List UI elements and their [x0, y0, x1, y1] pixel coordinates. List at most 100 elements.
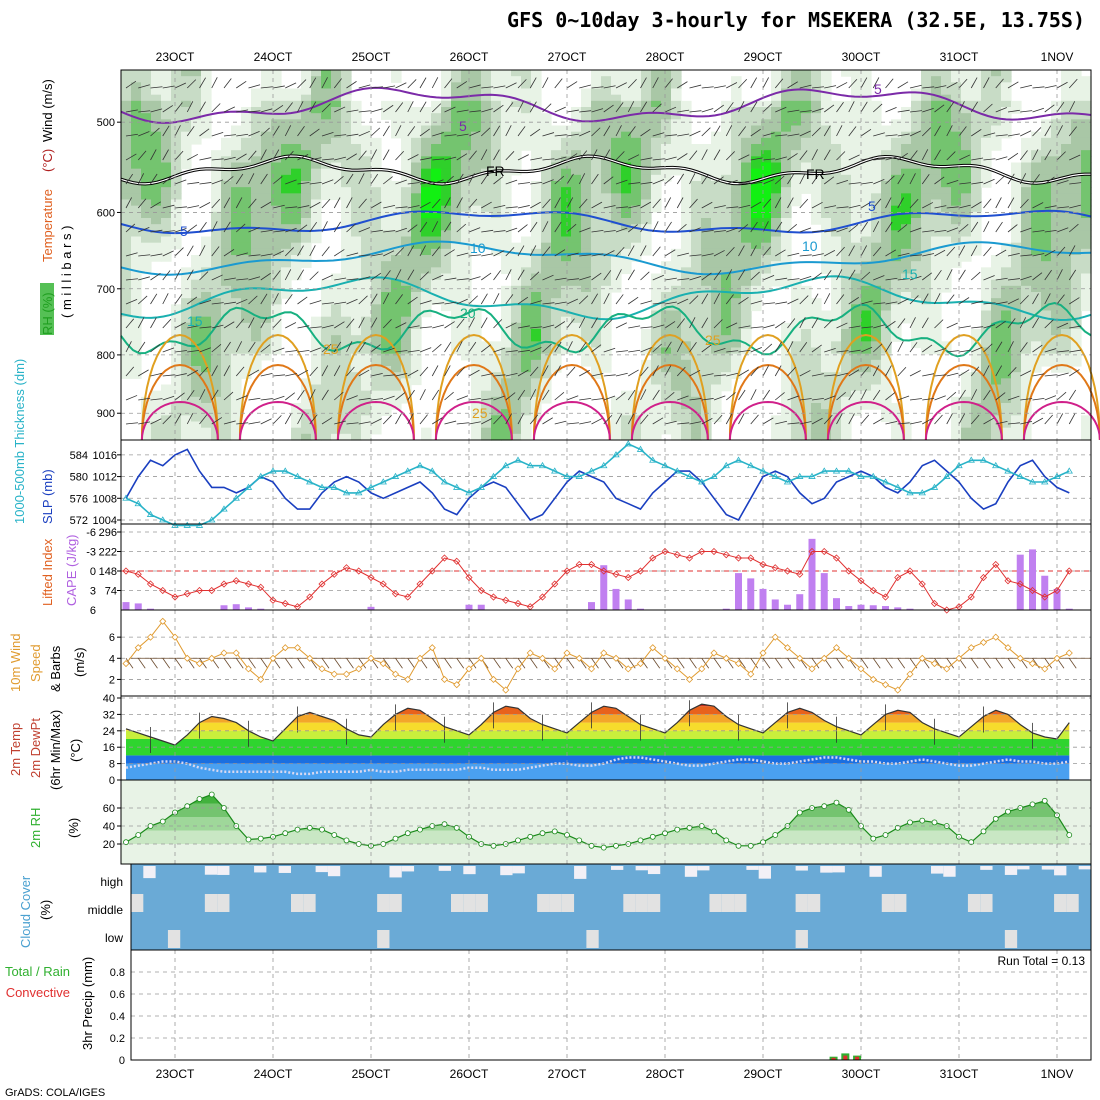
rh-cell [1021, 181, 1032, 188]
rh-cell [381, 366, 392, 373]
rh-cell [881, 168, 892, 176]
rh-cell [701, 193, 712, 201]
rh-cell [271, 94, 282, 102]
rh-cell [971, 236, 982, 244]
rh-cell [841, 162, 852, 170]
rh-cell [751, 298, 762, 305]
rh-cell [251, 125, 262, 133]
wind-barb [383, 347, 395, 353]
rh-cell [841, 70, 852, 77]
wind-barb [187, 350, 200, 353]
rh-cell [1001, 329, 1012, 336]
rh-cell [251, 359, 262, 367]
rh-cell [441, 168, 452, 176]
wind-barb [162, 250, 174, 257]
rh-cell [641, 131, 652, 139]
wind-barb [493, 176, 504, 185]
rh-cell [271, 187, 282, 194]
rh-cell [351, 119, 362, 127]
rh-cell [851, 359, 862, 367]
rh-cell [881, 415, 892, 423]
rh-cell [221, 211, 232, 219]
wind-barb [505, 413, 513, 425]
rh-cell [521, 403, 532, 410]
rh-cell [651, 162, 662, 170]
wind-barb [186, 389, 195, 401]
rh-cell [591, 224, 602, 231]
rh-cell [121, 255, 132, 262]
rh-cell [391, 261, 402, 268]
rh-cell [931, 76, 942, 83]
wind-barb [285, 82, 297, 89]
rh-cell [221, 230, 232, 238]
rh-cell [1021, 150, 1032, 157]
rh-cell [691, 248, 702, 256]
rh-cell [961, 242, 972, 250]
rh-cell [361, 304, 372, 312]
rh-cell [421, 113, 432, 120]
rh-cell [551, 316, 562, 324]
rh-cell [931, 341, 942, 349]
wind-barb [395, 322, 407, 329]
rh-cell [811, 199, 822, 207]
rh-cell [451, 341, 462, 349]
rh-cell [181, 396, 192, 404]
rh-cell [261, 100, 272, 108]
rh-cell [771, 181, 782, 188]
rh-cell [461, 255, 472, 262]
rh-cell [171, 82, 182, 90]
rh-cell [171, 205, 182, 213]
rh-cell [241, 341, 252, 349]
rh-cell [311, 76, 322, 83]
rh-cell [321, 181, 332, 188]
rh-cell [691, 304, 702, 312]
rh-cell [801, 82, 812, 90]
rh-cell [151, 137, 162, 145]
rh-cell [601, 236, 612, 244]
rh-cell [1011, 298, 1022, 305]
rh-cell [281, 187, 292, 194]
contour-freezing-inner [120, 155, 1091, 185]
wind-barb [248, 173, 255, 185]
rh-cell [561, 347, 572, 355]
wind-barb [125, 109, 138, 113]
rh-cell [671, 144, 682, 151]
rh-cell [151, 211, 162, 219]
rh-cell [421, 162, 432, 170]
rh-cell [781, 255, 792, 262]
rh-cell [781, 100, 792, 108]
rh-cell [701, 162, 712, 170]
rh-cell [381, 261, 392, 268]
wind-barb [199, 347, 211, 353]
rh-cell [391, 224, 402, 231]
rh-cell [281, 255, 292, 262]
rh-cell [231, 322, 242, 330]
rh-cell [881, 193, 892, 201]
rh-cell [961, 150, 972, 157]
rh-cell [1071, 131, 1082, 139]
rh-cell [471, 144, 482, 151]
rh-cell [321, 150, 332, 157]
wind-barb [456, 395, 469, 401]
contour-25c [238, 333, 317, 441]
rh-cell [731, 322, 742, 330]
rh-cell [871, 384, 882, 392]
rh-cell [241, 242, 252, 250]
rh-cell [931, 316, 942, 324]
rh-cell [211, 310, 222, 318]
rh-cell [681, 261, 692, 268]
rh-cell [261, 335, 272, 342]
rh-cell [161, 162, 172, 170]
rh-cell [351, 199, 362, 207]
rh-cell [381, 384, 392, 392]
wind-barb [444, 420, 457, 425]
wind-barb [125, 318, 135, 329]
rh-cell [651, 403, 662, 410]
wind-barb [162, 347, 175, 353]
rh-cell [281, 224, 292, 231]
rh-cell [481, 137, 492, 145]
rh-cell [961, 409, 972, 416]
rh-cell [791, 285, 802, 293]
rh-cell [121, 174, 132, 182]
rh-cell [781, 390, 792, 398]
